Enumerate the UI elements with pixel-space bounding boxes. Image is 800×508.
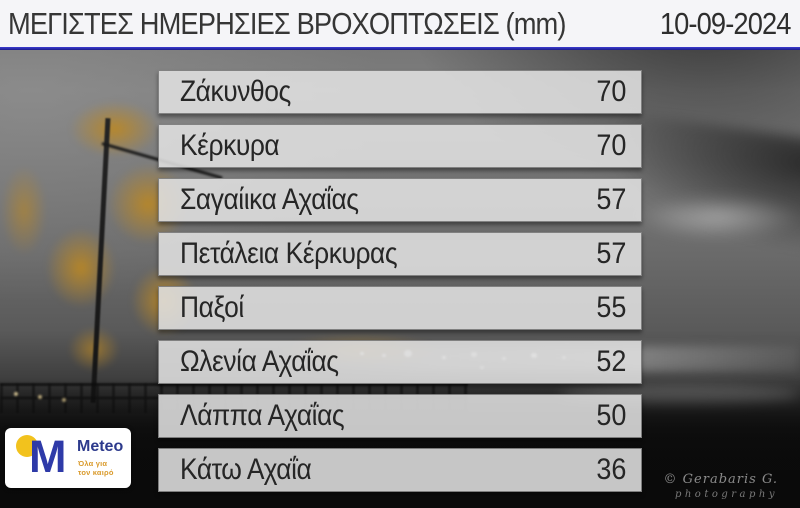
photo-credit-name: © Gerabaris G.	[663, 472, 778, 487]
header-bar: ΜΕΓΙΣΤΕΣ ΗΜΕΡΗΣΙΕΣ ΒΡΟΧΟΠΤΩΣΕΙΣ (mm) 10-…	[0, 0, 800, 47]
station-name: Κέρκυρα	[180, 129, 280, 162]
page-title: ΜΕΓΙΣΤΕΣ ΗΜΕΡΗΣΙΕΣ ΒΡΟΧΟΠΤΩΣΕΙΣ (mm)	[8, 5, 566, 41]
rainfall-value: 52	[595, 345, 626, 378]
logo-m-icon: M	[29, 431, 66, 482]
table-row: Λάππα Αχαΐας 50	[158, 394, 642, 438]
station-name: Κάτω Αχαΐα	[180, 453, 312, 486]
station-name: Πετάλεια Κέρκυρας	[180, 237, 398, 270]
rainfall-value: 50	[595, 399, 626, 432]
logo-tagline: Όλα για τον καιρό	[78, 459, 114, 477]
station-name: Ζάκυνθος	[180, 75, 291, 108]
logo-brand: Meteo	[77, 438, 124, 455]
station-name: Λάππα Αχαΐας	[180, 399, 345, 432]
station-name: Ωλενία Αχαΐας	[180, 345, 339, 378]
photo-credit-subtitle: photography	[674, 489, 778, 500]
rainfall-list: Ζάκυνθος 70 Κέρκυρα 70 Σαγαίικα Αχαΐας 5…	[158, 70, 642, 492]
logo-dot-icon	[16, 435, 38, 457]
logo-tagline-line1: Όλα για	[78, 459, 108, 468]
header-divider	[0, 47, 800, 50]
table-row: Κέρκυρα 70	[158, 124, 642, 168]
station-name: Παξοί	[180, 291, 244, 324]
table-row: Σαγαίικα Αχαΐας 57	[158, 178, 642, 222]
table-row: Ωλενία Αχαΐας 52	[158, 340, 642, 384]
date-label: 10-09-2024	[659, 5, 791, 41]
rainfall-value: 57	[595, 237, 626, 270]
table-row: Πετάλεια Κέρκυρας 57	[158, 232, 642, 276]
rainfall-value: 70	[595, 129, 626, 162]
table-row: Κάτω Αχαΐα 36	[158, 448, 642, 492]
tree-foliage	[0, 148, 56, 273]
logo-tagline-line2: τον καιρό	[78, 468, 114, 477]
table-row: Παξοί 55	[158, 286, 642, 330]
meteo-logo: M Meteo Όλα για τον καιρό	[5, 428, 131, 488]
table-row: Ζάκυνθος 70	[158, 70, 642, 114]
rainfall-value: 36	[595, 453, 626, 486]
station-name: Σαγαίικα Αχαΐας	[180, 183, 359, 216]
rainfall-value: 57	[595, 183, 626, 216]
rainfall-value: 70	[595, 75, 626, 108]
rainfall-value: 55	[595, 291, 626, 324]
photo-credit: © Gerabaris G. photography	[664, 472, 778, 500]
